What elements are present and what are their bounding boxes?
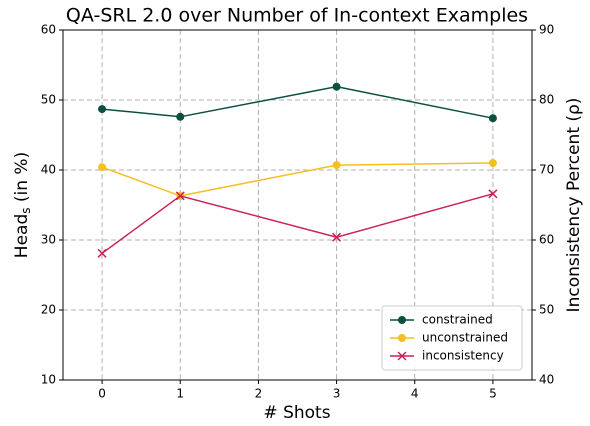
marker	[332, 161, 341, 170]
plot-frame	[62, 29, 533, 381]
y-label-rest: (in %)	[12, 152, 32, 208]
y2-tick-label: 60	[539, 233, 554, 247]
legend-box	[381, 305, 523, 371]
y-tick-label: 50	[41, 93, 56, 107]
y2-tick-label: 70	[539, 163, 554, 177]
legend-marker	[398, 316, 406, 324]
marker	[488, 114, 497, 123]
marker	[98, 105, 107, 114]
x-tick-label: 4	[411, 387, 419, 401]
y-axis-label: Heads (in %)	[12, 152, 33, 258]
series-line	[101, 162, 493, 197]
legend-label: unconstrained	[422, 331, 508, 345]
x-tick-label: 1	[176, 387, 184, 401]
x-tick-label: 0	[98, 387, 106, 401]
y-tick-label: 60	[41, 23, 56, 37]
series-line	[101, 193, 494, 254]
y-tick-label: 40	[41, 163, 56, 177]
marker	[175, 191, 185, 201]
marker	[488, 159, 497, 167]
y-tick-label: 30	[41, 233, 56, 247]
legend-label: constrained	[422, 313, 493, 327]
legend-marker	[398, 334, 406, 342]
y2-tick-label: 90	[539, 23, 554, 37]
y2-axis-label: Inconsistency Percent (ρ)	[564, 98, 584, 313]
y2-tick-label: 50	[539, 303, 554, 317]
y-label-main: Head	[12, 214, 32, 258]
x-tick-label: 5	[489, 387, 497, 401]
y2-tick-label: 40	[539, 373, 554, 387]
x-axis-label: # Shots	[263, 403, 330, 423]
y-tick-label: 20	[41, 303, 56, 317]
marker	[176, 112, 185, 121]
marker	[488, 189, 498, 199]
chart-title: QA-SRL 2.0 over Number of In-context Exa…	[66, 5, 528, 27]
y-tick-label: 10	[41, 373, 56, 387]
y-label-sub: s	[19, 208, 33, 214]
marker	[332, 82, 341, 91]
y2-tick-label: 80	[539, 93, 554, 107]
marker	[332, 232, 342, 242]
series-line	[102, 85, 494, 119]
legend-label: inconsistency	[422, 349, 504, 363]
x-tick-label: 3	[333, 387, 341, 401]
marker	[98, 163, 107, 172]
marker	[97, 248, 107, 258]
x-tick-label: 2	[255, 387, 263, 401]
legend-marker	[397, 351, 407, 361]
